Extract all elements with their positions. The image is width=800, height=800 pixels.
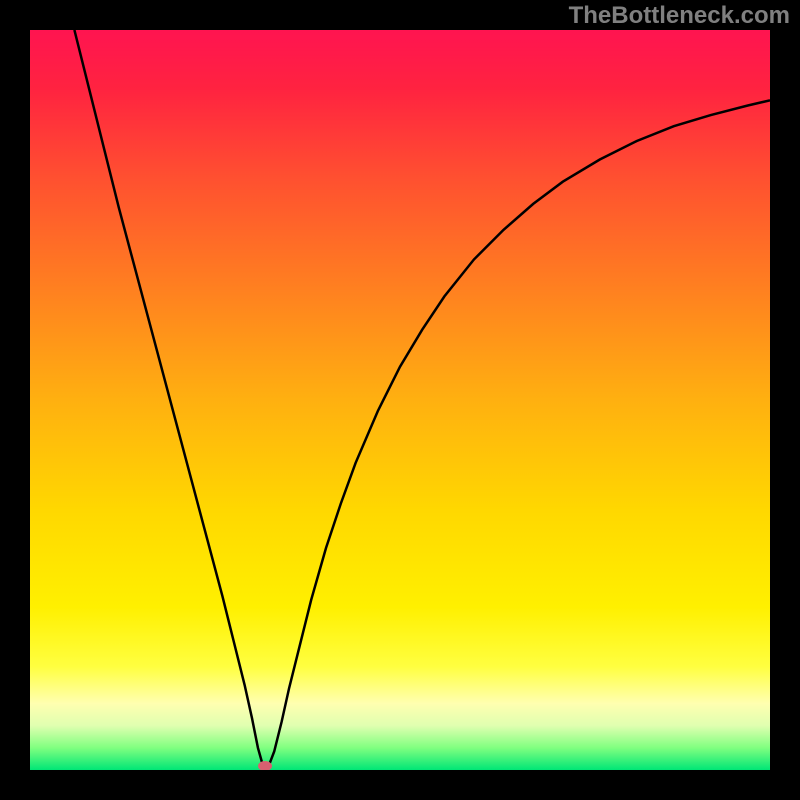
minimum-marker — [258, 761, 272, 770]
bottleneck-curve — [30, 30, 770, 770]
watermark-text: TheBottleneck.com — [569, 2, 790, 30]
chart-container: TheBottleneck.com — [0, 0, 800, 800]
plot-area — [30, 30, 770, 770]
